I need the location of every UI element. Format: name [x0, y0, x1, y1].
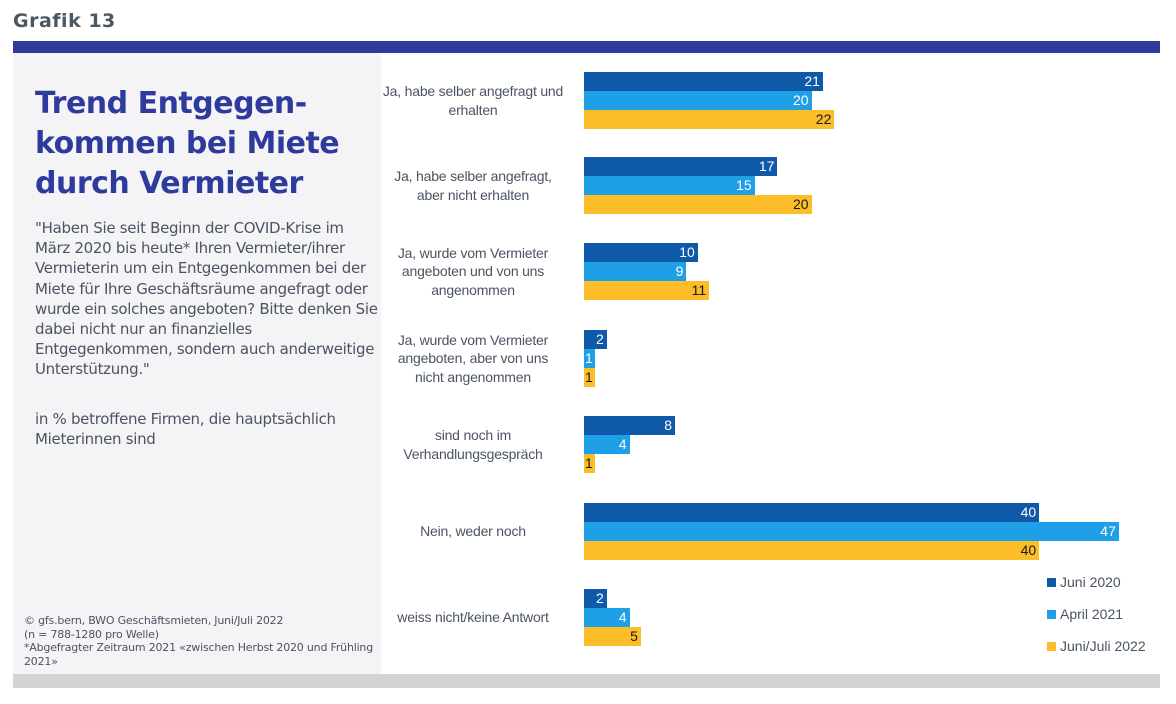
data-label: 21 — [804, 73, 820, 89]
data-label: 1 — [585, 455, 593, 471]
data-label: 40 — [1020, 504, 1037, 520]
data-label: 20 — [793, 92, 809, 108]
category-label-line: Nein, weder noch — [420, 523, 526, 540]
legend-item: Juni 2020 — [1047, 574, 1121, 590]
figure-number: Grafik 13 — [13, 10, 116, 32]
source-line: © gfs.bern, BWO Geschäftsmieten, Juni/Ju… — [24, 614, 284, 627]
legend-label: Juni/Juli 2022 — [1060, 638, 1146, 654]
bar — [584, 281, 710, 300]
data-label: 8 — [664, 417, 673, 433]
source-note: © gfs.bern, BWO Geschäftsmieten, Juni/Ju… — [24, 614, 384, 668]
data-label: 1 — [585, 369, 593, 385]
category-label: Ja, wurde vom Vermieter angeboten und von… — [373, 244, 573, 300]
category-label-line: erhalten — [448, 101, 498, 118]
bar — [584, 176, 755, 195]
bar — [584, 91, 812, 110]
data-label: 11 — [691, 282, 707, 298]
data-label: 10 — [679, 244, 695, 260]
header-rule — [13, 41, 1160, 53]
data-label: 20 — [793, 196, 809, 212]
data-label: 2 — [595, 590, 604, 606]
legend-label: Juni 2020 — [1060, 574, 1121, 590]
bar — [584, 195, 812, 214]
bar — [584, 541, 1040, 560]
data-label: 5 — [630, 628, 638, 644]
sidebar-panel — [13, 53, 381, 674]
survey-question: "Haben Sie seit Beginn der COVID-Krise i… — [35, 219, 378, 379]
bar — [584, 72, 823, 91]
source-line: *Abgefragter Zeitraum 2021 «zwischen Her… — [24, 641, 373, 668]
chart-title-line: Trend Entgegen- — [35, 86, 307, 121]
category-label-line: Ja, wurde vom Vermieter — [397, 244, 549, 261]
bar — [584, 522, 1119, 541]
footer-rule — [13, 674, 1160, 688]
source-line: (n = 788-1280 pro Welle) — [24, 627, 159, 641]
bar — [584, 368, 596, 387]
category-label-line: Ja, habe selber angefragt, — [394, 168, 552, 184]
legend-item: Juni/Juli 2022 — [1047, 638, 1146, 654]
data-label: 47 — [1100, 523, 1116, 539]
category-label: Nein, weder noch — [373, 522, 573, 541]
category-label-line: Ja, habe selber angefragt und — [382, 83, 564, 99]
chart-title-line: kommen bei Miete — [35, 126, 340, 161]
data-label: 4 — [618, 609, 627, 625]
bar — [584, 243, 698, 262]
legend-item: April 2021 — [1047, 606, 1123, 622]
category-label-line: weiss nicht/keine Antwort — [397, 609, 549, 626]
data-label: 1 — [585, 350, 593, 366]
data-label: 17 — [758, 158, 775, 174]
category-label-line: Ja, wurde vom Vermieter — [397, 331, 549, 348]
bar — [584, 349, 596, 368]
category-label: Ja, wurde vom Vermieter angeboten, aber v… — [373, 331, 573, 387]
bar — [584, 435, 630, 454]
data-label: 15 — [736, 177, 752, 193]
legend-swatch — [1047, 578, 1056, 587]
bar — [584, 503, 1040, 522]
chart-title: Trend Entgegen- kommen bei Miete durch V… — [35, 84, 375, 204]
legend-swatch — [1047, 610, 1056, 619]
category-label: Ja, habe selber angefragt, aber nicht erh… — [373, 167, 573, 204]
legend-swatch — [1047, 642, 1056, 651]
bar-chart: Ja, habe selber angefragt und erhalten 21 2… — [381, 53, 1160, 674]
category-label-line: nicht angenommen — [415, 368, 531, 385]
category-label-line: angeboten, aber von uns — [397, 350, 549, 367]
unit-note: in % betroffene Firmen, die hauptsächlic… — [35, 410, 336, 449]
chart-title-line: durch Vermieter — [35, 166, 303, 201]
data-label: 9 — [675, 263, 684, 279]
bar — [584, 608, 630, 627]
bar — [584, 330, 607, 349]
bar — [584, 416, 676, 435]
data-label: 40 — [1020, 542, 1037, 558]
category-label: sind noch im Verhandlungsgespräch — [373, 426, 573, 463]
category-label-line: angenommen — [431, 281, 515, 298]
bar — [584, 589, 607, 608]
bar — [584, 262, 687, 281]
category-label-line: angeboten und von uns — [401, 263, 545, 280]
bar — [584, 157, 778, 176]
category-label: Ja, habe selber angefragt und erhalten — [373, 82, 573, 119]
category-label-line: aber nicht erhalten — [416, 186, 530, 203]
bar — [584, 110, 835, 129]
category-label: weiss nicht/keine Antwort — [373, 608, 573, 627]
bar — [584, 627, 641, 646]
data-label: 2 — [595, 331, 604, 347]
category-label-line: Verhandlungsgespräch — [403, 445, 543, 462]
legend-label: April 2021 — [1060, 606, 1124, 622]
bar — [584, 454, 596, 473]
category-label-line: sind noch im — [434, 427, 512, 443]
data-label: 4 — [618, 436, 627, 452]
data-label: 22 — [815, 111, 832, 127]
